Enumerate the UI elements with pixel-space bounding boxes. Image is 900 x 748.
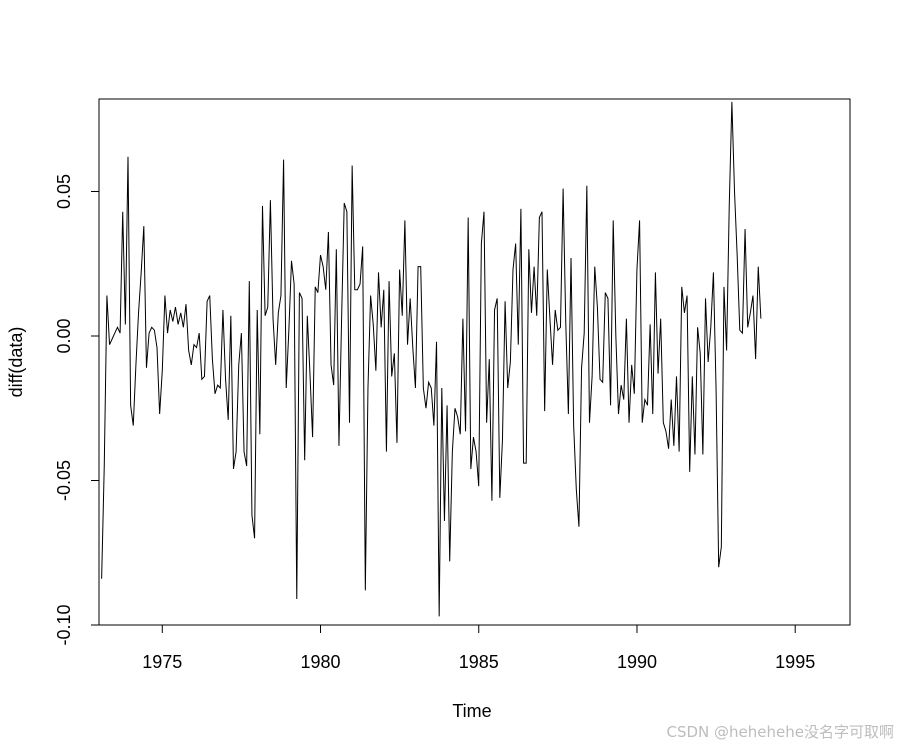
series-line [101,101,762,617]
y-axis: -0.10 -0.05 0.00 0.05 [54,174,100,646]
x-axis: 1975 1980 1985 1990 1995 [142,624,815,672]
x-axis-title: Time [452,701,491,721]
x-tick-label: 1990 [617,652,657,672]
y-tick-label: -0.10 [54,604,74,645]
x-tick-label: 1995 [775,652,815,672]
x-tick-label: 1980 [300,652,340,672]
y-tick-label: 0.00 [54,318,74,353]
x-tick-label: 1985 [459,652,499,672]
watermark-text: CSDN @hehehehe没名字可取啊 [666,723,894,741]
y-tick-label: 0.05 [54,174,74,209]
x-tick-label: 1975 [142,652,182,672]
y-axis-title: diff(data) [6,327,26,398]
y-tick-label: -0.05 [54,460,74,501]
plot-frame [98,98,851,626]
